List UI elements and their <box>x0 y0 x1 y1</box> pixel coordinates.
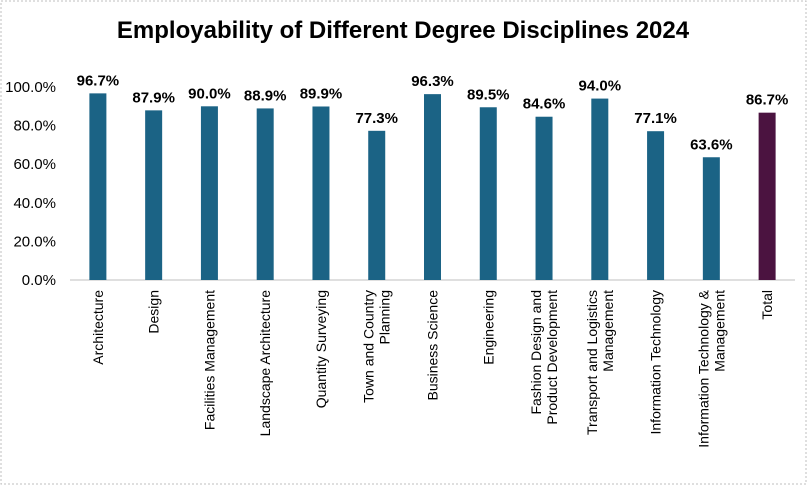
data-label: 77.1% <box>634 110 677 127</box>
data-label: 84.6% <box>523 96 566 113</box>
x-tick-label: Design <box>146 290 162 334</box>
x-tick-label: Transport and LogisticsManagement <box>584 290 616 435</box>
x-tick-label: Town and CountryPlanning <box>361 290 393 403</box>
data-label: 86.7% <box>746 92 789 109</box>
y-tick-label: 40.0% <box>13 195 56 212</box>
y-tick-label: 20.0% <box>13 233 56 250</box>
data-label: 90.0% <box>188 85 231 102</box>
data-label: 96.3% <box>411 73 454 90</box>
y-tick-label: 100.0% <box>5 79 56 96</box>
x-tick-label: Facilities Management <box>201 290 217 430</box>
data-label: 89.9% <box>300 85 343 102</box>
data-label: 87.9% <box>132 89 175 106</box>
data-label: 77.3% <box>355 110 398 127</box>
x-tick-label: Business Science <box>425 290 441 401</box>
bar <box>256 108 274 280</box>
plot-area: 0.0% 20.0% 40.0% 60.0% 80.0% 100.0% 96.7% Archi… <box>5 72 795 448</box>
x-tick-label: Fashion Design andProduct Development <box>528 290 560 425</box>
y-tick-label: 60.0% <box>13 156 56 173</box>
x-tick-label: Landscape Architecture <box>257 290 273 437</box>
x-tick-label: Information Technology &Management <box>695 289 727 447</box>
data-label: 63.6% <box>690 136 733 153</box>
bar <box>591 98 609 280</box>
bar <box>535 116 553 280</box>
bar <box>424 94 441 281</box>
x-tick-label: Quantity Surveying <box>313 290 329 408</box>
x-tick-label: Architecture <box>90 290 106 365</box>
data-label: 94.0% <box>579 78 622 95</box>
bar <box>145 110 163 280</box>
data-label: 96.7% <box>77 72 120 89</box>
bar <box>89 93 107 280</box>
bar <box>368 130 386 280</box>
bar <box>479 107 497 280</box>
x-tick-label: Total <box>759 290 775 320</box>
x-tick-label: Information Technology <box>648 290 664 435</box>
bar <box>647 131 665 280</box>
y-tick-label: 80.0% <box>13 118 56 135</box>
bar <box>312 106 330 280</box>
data-label: 89.5% <box>467 86 510 103</box>
x-tick-label: Engineering <box>480 290 496 365</box>
y-tick-label: 0.0% <box>22 272 56 289</box>
bar <box>702 157 720 280</box>
bar <box>758 112 776 280</box>
data-label: 88.9% <box>244 87 287 104</box>
chart-title: Employability of Different Degree Discip… <box>117 17 690 44</box>
bar <box>200 106 218 280</box>
